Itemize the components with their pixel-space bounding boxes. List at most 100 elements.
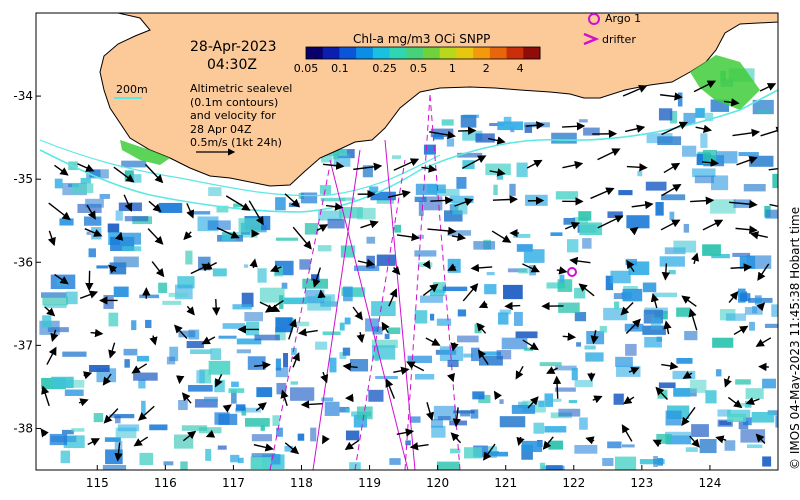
- velocity-arrow: [344, 439, 360, 451]
- chlorophyll-patch: [276, 427, 283, 437]
- chlorophyll-patch: [558, 408, 581, 417]
- chlorophyll-patch: [231, 381, 239, 388]
- velocity-arrow: [552, 375, 562, 399]
- chlorophyll-patch: [207, 220, 231, 230]
- velocity-arrow: [522, 339, 539, 351]
- chlorophyll-patch: [555, 191, 579, 200]
- velocity-arrow: [396, 428, 415, 437]
- chlorophyll-patch: [665, 410, 682, 426]
- chlorophyll-patch: [717, 409, 731, 417]
- chlorophyll-patch: [745, 388, 764, 399]
- header-time: 04:30Z: [207, 57, 257, 73]
- chlorophyll-patch: [117, 424, 140, 432]
- chlorophyll-patch: [764, 323, 778, 328]
- chlorophyll-patch: [208, 360, 231, 375]
- velocity-arrow: [516, 436, 525, 447]
- x-tick-label: 123: [630, 476, 653, 490]
- velocity-arrow: [447, 263, 457, 271]
- chlorophyll-patch: [743, 417, 752, 426]
- velocity-arrow: [597, 215, 624, 229]
- velocity-arrow: [769, 203, 778, 208]
- velocity-arrow: [393, 158, 420, 171]
- x-tick-label: 121: [494, 476, 517, 490]
- velocity-arrow: [425, 402, 435, 421]
- chlorophyll-patch: [579, 417, 588, 430]
- chlorophyll-patch: [499, 416, 526, 428]
- chlorophyll-patch: [725, 313, 747, 321]
- velocity-arrow: [201, 336, 216, 345]
- velocity-arrow: [87, 438, 101, 446]
- chlorophyll-patch: [327, 218, 345, 229]
- velocity-arrow: [264, 300, 284, 313]
- chlorophyll-patch: [344, 317, 351, 325]
- x-tick-label: 116: [154, 476, 177, 490]
- chlorophyll-patch: [196, 370, 205, 384]
- chlorophyll-patch: [163, 461, 174, 466]
- altimetry-legend: Altimetric sealevel (0.1m contours) and …: [190, 82, 292, 150]
- chlorophyll-patch: [434, 133, 444, 140]
- chlorophyll-patch: [558, 302, 580, 313]
- chlorophyll-patch: [394, 224, 402, 233]
- chlorophyll-patch: [315, 294, 335, 302]
- chlorophyll-patch: [457, 309, 467, 317]
- velocity-arrow: [590, 187, 615, 200]
- chlorophyll-patch: [158, 202, 183, 213]
- chlorophyll-patch: [251, 453, 276, 458]
- chlorophyll-patch: [650, 317, 662, 330]
- chlorophyll-patch: [602, 458, 614, 467]
- velocity-arrow: [626, 163, 648, 172]
- chlorophyll-patch: [685, 447, 698, 452]
- chlorophyll-patch: [711, 253, 730, 259]
- chlorophyll-patch: [414, 250, 437, 257]
- velocity-arrow: [108, 342, 117, 359]
- velocity-arrow: [688, 308, 698, 331]
- velocity-arrow: [631, 200, 654, 210]
- chlorophyll-patch: [710, 199, 736, 214]
- chlorophyll-patch: [456, 176, 467, 189]
- chlorophyll-patch: [568, 400, 578, 404]
- velocity-arrow: [102, 373, 112, 386]
- velocity-arrow: [689, 435, 700, 448]
- chlorophyll-patch: [208, 187, 222, 197]
- chlorophyll-patch: [356, 406, 373, 420]
- velocity-arrow: [546, 366, 558, 374]
- velocity-arrow: [476, 322, 487, 334]
- chlorophyll-patch: [415, 374, 435, 380]
- velocity-arrow: [729, 199, 758, 209]
- chlorophyll-patch: [108, 312, 119, 327]
- chlorophyll-patch: [141, 400, 146, 414]
- velocity-arrow: [624, 124, 646, 133]
- chlorophyll-patch: [625, 343, 637, 356]
- drifter-legend-icon: [583, 32, 600, 46]
- velocity-arrow: [597, 148, 621, 161]
- velocity-arrow: [760, 126, 778, 137]
- header-date: 28-Apr-2023: [190, 39, 277, 55]
- chlorophyll-patch: [457, 152, 483, 158]
- chlorophyll-patch: [673, 388, 691, 397]
- chlorophyll-patch: [222, 323, 246, 329]
- velocity-arrow: [681, 406, 696, 426]
- colorbar: Chl-a mg/m3 OCi SNPP 0.05 0.1 0.25 0.5 1 2 4: [294, 32, 541, 75]
- chlorophyll-patch: [673, 240, 697, 253]
- chlorophyll-patch: [310, 427, 317, 442]
- chlorophyll-patch: [414, 196, 427, 202]
- velocity-arrow: [522, 263, 540, 273]
- chlorophyll-patch: [513, 233, 531, 238]
- velocity-arrow: [661, 361, 679, 371]
- chlorophyll-patch: [498, 312, 509, 325]
- chlorophyll-patch: [276, 382, 287, 395]
- chlorophyll-patch: [233, 203, 243, 208]
- chlorophyll-patch: [457, 335, 479, 343]
- chlorophyll-patch: [272, 415, 280, 426]
- chlorophyll-patch: [409, 416, 421, 423]
- chlorophyll-patch: [299, 259, 311, 270]
- velocity-arrow: [491, 230, 512, 243]
- velocity-arrow: [248, 200, 264, 226]
- x-tick-label: 117: [222, 476, 245, 490]
- chlorophyll-patch: [471, 347, 480, 362]
- velocity-arrow: [661, 184, 682, 197]
- velocity-arrow: [79, 290, 99, 299]
- chlorophyll-patch: [124, 216, 149, 222]
- chlorophyll-patch: [645, 181, 667, 191]
- chlorophyll-patch: [579, 222, 603, 236]
